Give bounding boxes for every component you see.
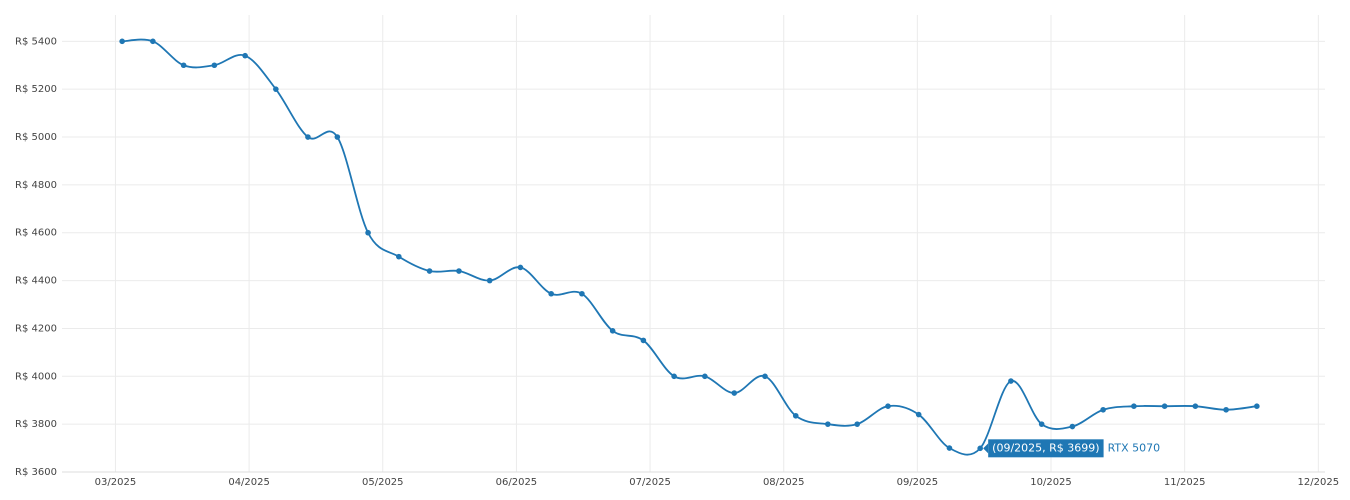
data-point [915, 411, 922, 418]
data-point [517, 264, 524, 271]
y-tick-label: R$ 4400 [15, 276, 57, 287]
y-tick-label: R$ 5000 [15, 132, 57, 143]
x-tick-label: 09/2025 [897, 477, 939, 488]
data-point [242, 52, 248, 59]
data-point [273, 86, 279, 92]
data-point [426, 268, 433, 274]
tooltip-series-name: RTX 5070 [1108, 441, 1161, 454]
tooltip-text: (09/2025, R$ 3699) [992, 441, 1099, 454]
tooltip-box [988, 439, 1104, 458]
data-point [396, 253, 402, 260]
data-point [211, 62, 218, 69]
data-point [977, 445, 983, 452]
x-tick-label: 08/2025 [763, 477, 805, 488]
y-tick-label: R$ 4600 [15, 228, 57, 239]
data-point [1008, 378, 1014, 384]
x-tick-label: 03/2025 [95, 477, 137, 488]
data-point [1100, 406, 1106, 413]
series-line [122, 38, 1257, 456]
data-point [119, 38, 125, 45]
data-point [579, 290, 585, 297]
x-tick-label: 12/2025 [1298, 477, 1340, 488]
y-tick-label: R$ 3600 [15, 467, 57, 478]
data-point [1161, 403, 1168, 410]
data-point [854, 421, 861, 427]
data-point [1223, 406, 1229, 413]
data-point [762, 373, 768, 380]
tooltip: (09/2025, R$ 3699) RTX 5070 [983, 439, 1161, 458]
y-tick-label: R$ 5400 [15, 36, 57, 47]
data-point [486, 277, 493, 284]
y-tick-label: R$ 4800 [15, 180, 57, 191]
data-point [334, 134, 341, 140]
data-point [1069, 423, 1076, 430]
data-point [1192, 403, 1199, 410]
x-tick-label: 10/2025 [1030, 477, 1072, 488]
data-point [885, 403, 891, 410]
y-tick-label: R$ 3800 [15, 419, 57, 430]
data-point [548, 290, 554, 297]
data-point [825, 421, 831, 427]
data-point [702, 373, 708, 380]
data-point [671, 373, 677, 380]
data-point [1038, 421, 1045, 427]
y-tick-label: R$ 4200 [15, 323, 57, 334]
x-tick-label: 07/2025 [629, 477, 671, 488]
x-tick-label: 04/2025 [228, 477, 270, 488]
data-point [305, 134, 311, 140]
y-tick-label: R$ 5200 [15, 84, 57, 95]
data-point [1131, 403, 1137, 410]
x-tick-label: 05/2025 [362, 477, 404, 488]
data-point [365, 229, 371, 236]
data-point [792, 412, 799, 419]
data-point [640, 337, 647, 344]
data-point [946, 445, 953, 451]
data-point [456, 268, 462, 274]
x-tick-label: 06/2025 [496, 477, 538, 488]
data-point [731, 390, 738, 396]
data-point [150, 38, 156, 45]
y-tick-label: R$ 4000 [15, 371, 57, 382]
data-point [180, 62, 187, 69]
data-point [609, 328, 616, 334]
data-point [1254, 403, 1260, 410]
x-tick-label: 11/2025 [1164, 477, 1206, 488]
tooltip-arrow [983, 443, 989, 454]
